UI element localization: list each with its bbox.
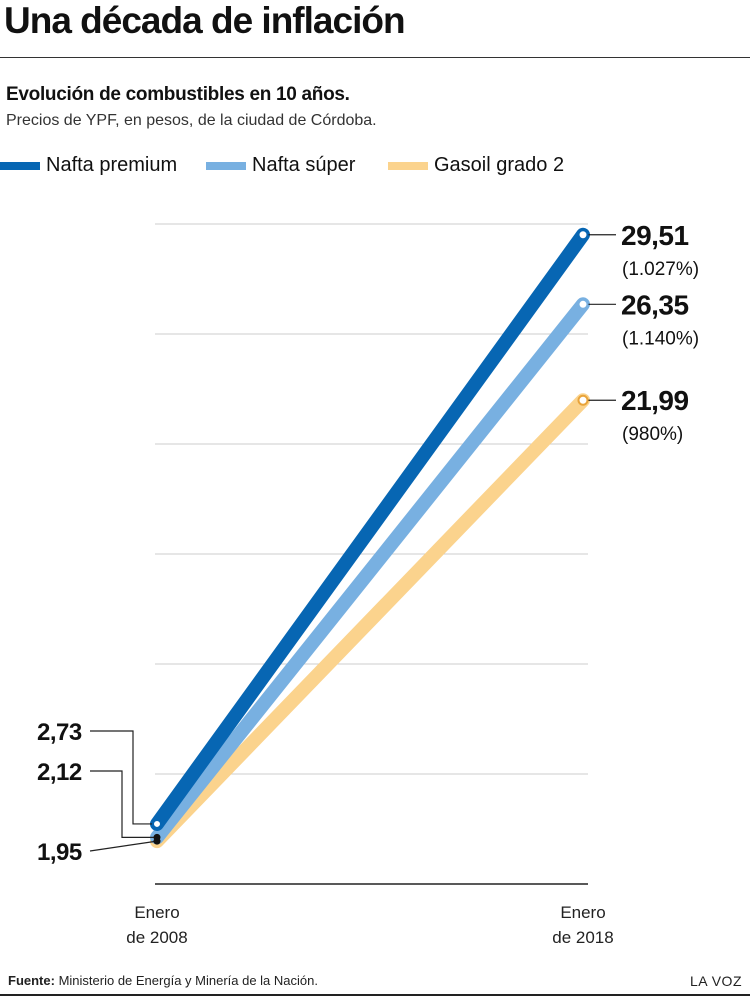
legend-item-super: Nafta súper bbox=[206, 154, 355, 177]
end-label-super: 26,35 bbox=[621, 289, 689, 320]
x-tick-label-line1: Enero bbox=[134, 903, 179, 922]
start-label-super: 2,12 bbox=[37, 759, 82, 786]
legend-item-gasoil: Gasoil grado 2 bbox=[388, 154, 564, 177]
brand-logo: LA VOZ bbox=[689, 973, 742, 989]
legend-label-gasoil: Gasoil grado 2 bbox=[434, 154, 565, 176]
leader-line-premium bbox=[90, 730, 157, 825]
legend-label-premium: Nafta premium bbox=[46, 154, 178, 176]
start-label-gasoil: 1,95 bbox=[37, 839, 82, 866]
legend-item-premium: Nafta premium bbox=[0, 154, 177, 177]
series-line-super bbox=[150, 297, 590, 845]
end-label-premium: 29,51 bbox=[621, 220, 689, 251]
legend: Nafta premium Nafta súper Gasoil grado 2 bbox=[0, 154, 750, 184]
legend-swatch-super bbox=[206, 161, 246, 170]
end-point-super bbox=[577, 298, 589, 310]
start-label-premium: 2,73 bbox=[37, 719, 82, 746]
x-tick-label-line2: de 2008 bbox=[126, 928, 187, 947]
bottom-rule bbox=[0, 994, 750, 996]
legend-swatch-gasoil bbox=[388, 161, 428, 170]
end-point-premium bbox=[577, 229, 589, 241]
start-point-gasoil bbox=[153, 837, 161, 845]
series-line-premium bbox=[150, 227, 590, 831]
series-line-gasoil bbox=[150, 393, 590, 849]
legend-label-super: Nafta súper bbox=[252, 154, 356, 176]
headline: Una década de inflación bbox=[4, 0, 406, 41]
end-point-gasoil bbox=[577, 394, 589, 406]
source-label: Fuente: bbox=[8, 973, 55, 988]
source-text: Ministerio de Energía y Minería de la Na… bbox=[58, 973, 318, 988]
end-label-gasoil: 21,99 bbox=[621, 385, 689, 416]
leader-line-super bbox=[90, 770, 157, 838]
legend-swatch-premium bbox=[0, 161, 40, 170]
end-pct-gasoil: (980%) bbox=[622, 424, 683, 445]
start-point-premium bbox=[152, 818, 162, 829]
end-pct-premium: (1.027%) bbox=[622, 259, 699, 280]
end-pct-super: (1.140%) bbox=[622, 328, 699, 349]
source-note: Fuente: Ministerio de Energía y Minería … bbox=[8, 973, 318, 988]
headline-rule bbox=[0, 57, 750, 58]
x-tick-label-line1: Enero bbox=[560, 903, 605, 922]
leader-line-gasoil bbox=[89, 840, 158, 852]
chart-description: Precios de YPF, en pesos, de la ciudad d… bbox=[6, 112, 377, 129]
chart-subtitle: Evolución de combustibles en 10 años. bbox=[6, 84, 350, 105]
x-tick-label-line2: de 2018 bbox=[552, 928, 613, 947]
